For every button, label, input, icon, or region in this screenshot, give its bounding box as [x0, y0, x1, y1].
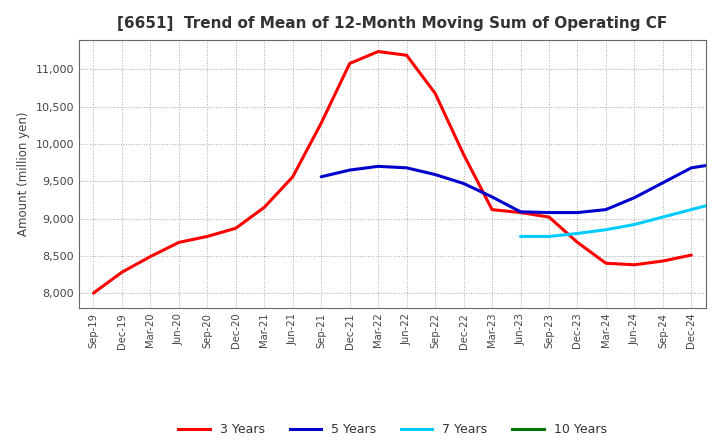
- Legend: 3 Years, 5 Years, 7 Years, 10 Years: 3 Years, 5 Years, 7 Years, 10 Years: [174, 418, 611, 440]
- Y-axis label: Amount (million yen): Amount (million yen): [17, 112, 30, 236]
- Title: [6651]  Trend of Mean of 12-Month Moving Sum of Operating CF: [6651] Trend of Mean of 12-Month Moving …: [117, 16, 667, 32]
